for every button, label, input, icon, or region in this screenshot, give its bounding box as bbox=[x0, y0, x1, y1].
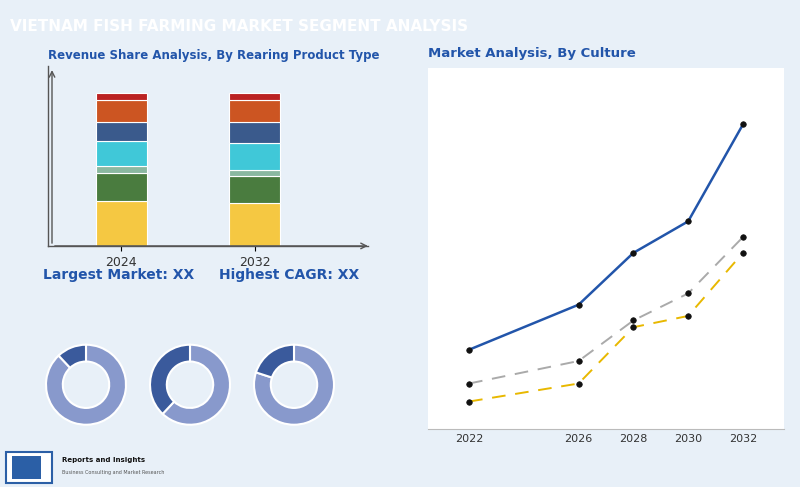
Text: Market Analysis, By Culture: Market Analysis, By Culture bbox=[428, 47, 636, 60]
Text: VIETNAM FISH FARMING MARKET SEGMENT ANALYSIS: VIETNAM FISH FARMING MARKET SEGMENT ANAL… bbox=[10, 19, 468, 34]
Bar bbox=[96, 167, 146, 173]
Text: Largest Market: XX: Largest Market: XX bbox=[42, 268, 194, 282]
Bar bbox=[230, 169, 280, 176]
Bar bbox=[96, 202, 146, 246]
Bar bbox=[230, 100, 280, 122]
FancyBboxPatch shape bbox=[12, 456, 42, 479]
Wedge shape bbox=[150, 345, 190, 414]
Bar bbox=[230, 203, 280, 246]
Wedge shape bbox=[162, 345, 230, 425]
Bar bbox=[96, 122, 146, 141]
Bar bbox=[96, 141, 146, 167]
Text: Highest CAGR: XX: Highest CAGR: XX bbox=[218, 268, 359, 282]
Bar bbox=[96, 100, 146, 122]
FancyBboxPatch shape bbox=[6, 452, 52, 483]
Bar bbox=[230, 176, 280, 203]
Text: Business Consulting and Market Research: Business Consulting and Market Research bbox=[62, 470, 165, 475]
Bar bbox=[230, 93, 280, 100]
Wedge shape bbox=[256, 345, 294, 377]
Bar bbox=[230, 143, 280, 169]
Text: Revenue Share Analysis, By Rearing Product Type: Revenue Share Analysis, By Rearing Produ… bbox=[48, 49, 379, 62]
Bar bbox=[96, 173, 146, 202]
Text: Reports and Insights: Reports and Insights bbox=[62, 457, 146, 463]
Bar bbox=[96, 93, 146, 100]
Bar bbox=[230, 122, 280, 143]
Wedge shape bbox=[58, 345, 86, 368]
Wedge shape bbox=[254, 345, 334, 425]
Wedge shape bbox=[46, 345, 126, 425]
